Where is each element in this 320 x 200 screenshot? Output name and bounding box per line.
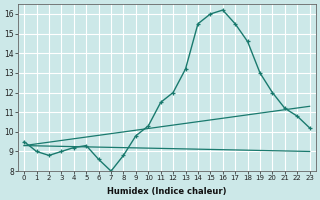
X-axis label: Humidex (Indice chaleur): Humidex (Indice chaleur): [107, 187, 227, 196]
